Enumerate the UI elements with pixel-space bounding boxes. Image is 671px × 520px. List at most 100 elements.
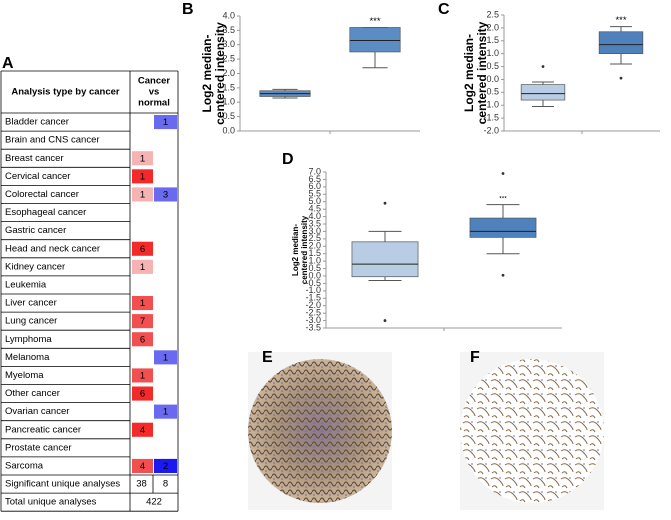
row-label: Colorectal cancer bbox=[5, 189, 79, 200]
y-tick-label: -1.0 bbox=[483, 100, 499, 110]
heat-cell bbox=[132, 332, 153, 347]
heat-cell bbox=[154, 404, 177, 419]
panel-label: A bbox=[2, 55, 14, 72]
heat-cell bbox=[154, 187, 177, 202]
y-tick-label: -0.5 bbox=[483, 87, 499, 97]
row-label: Other cancer bbox=[5, 388, 60, 399]
y-tick-label: 0.0 bbox=[308, 270, 321, 280]
heat-cell bbox=[154, 115, 177, 130]
y-tick-label: 4.5 bbox=[308, 204, 321, 214]
cell-value: 1 bbox=[163, 407, 168, 418]
y-tick-label: -2.5 bbox=[305, 308, 321, 318]
row-label: Kidney cancer bbox=[5, 261, 65, 272]
cell-value: 3 bbox=[163, 189, 168, 200]
row-label: Lung cancer bbox=[5, 316, 57, 327]
row-label: Leukemia bbox=[5, 279, 47, 290]
y-tick-label: 0.5 bbox=[486, 61, 499, 71]
y-tick-label: 3.5 bbox=[308, 218, 321, 228]
y-tick-label: 2.5 bbox=[222, 54, 235, 64]
tissue-image-e bbox=[248, 352, 392, 510]
y-tick-label: 4.0 bbox=[308, 211, 321, 221]
row-label: Significant unique analyses bbox=[5, 479, 120, 490]
cell-value: 1 bbox=[140, 189, 145, 200]
cell-value: 38 bbox=[136, 479, 147, 490]
y-tick-label: 0.0 bbox=[486, 74, 499, 84]
y-tick-label: -1.5 bbox=[305, 293, 321, 303]
row-label: Total unique analyses bbox=[5, 497, 97, 508]
y-axis-label-line: centered intensity bbox=[475, 21, 489, 124]
tissue-image-f bbox=[460, 352, 604, 510]
y-tick-label: 2.5 bbox=[486, 9, 499, 19]
y-tick-label: 1.5 bbox=[308, 248, 321, 258]
row-label: Lymphoma bbox=[5, 334, 52, 345]
y-tick-label: 1.0 bbox=[486, 48, 499, 58]
outlier bbox=[383, 201, 387, 205]
table-header: normal bbox=[138, 98, 170, 109]
cell-value: 422 bbox=[146, 497, 162, 508]
y-axis-label: Log2 median-centered intensity bbox=[291, 215, 309, 284]
panel-label: F bbox=[470, 349, 480, 366]
row-label: Brain and CNS cancer bbox=[5, 135, 100, 146]
table-header: Cancer bbox=[138, 76, 171, 87]
y-tick-label: 2.0 bbox=[222, 68, 235, 78]
cell-value: 1 bbox=[140, 370, 145, 381]
box bbox=[520, 84, 566, 101]
y-tick-label: 3.0 bbox=[308, 226, 321, 236]
y-axis-label-line: Log2 median- bbox=[200, 34, 214, 112]
heat-cell bbox=[132, 422, 153, 437]
y-axis-label-line: centered intensity bbox=[213, 22, 227, 125]
row-label: Head and neck cancer bbox=[5, 243, 100, 254]
y-tick-label: -3.0 bbox=[305, 315, 321, 325]
heat-cell bbox=[154, 458, 177, 473]
heat-cell bbox=[132, 241, 153, 256]
box bbox=[598, 31, 644, 55]
y-tick-label: 0.0 bbox=[222, 125, 235, 135]
outlier bbox=[541, 65, 545, 68]
panel-label: C bbox=[438, 1, 450, 18]
significance: *** bbox=[499, 195, 507, 202]
y-tick-label: 0.5 bbox=[308, 263, 321, 273]
row-label: Melanoma bbox=[5, 352, 50, 363]
heat-cell bbox=[132, 368, 153, 383]
cell-value: 6 bbox=[140, 244, 145, 255]
panel-label: E bbox=[262, 349, 273, 366]
row-label: Gastric cancer bbox=[5, 225, 66, 236]
heat-cell bbox=[132, 386, 153, 401]
y-axis-label-line: centered intensity bbox=[300, 215, 309, 284]
y-tick-label: 6.5 bbox=[308, 174, 321, 184]
outlier bbox=[501, 172, 505, 175]
heat-cell bbox=[132, 314, 153, 329]
y-axis-label: Log2 median-centered intensity bbox=[200, 22, 227, 125]
y-tick-label: 6.0 bbox=[308, 181, 321, 191]
heat-cell bbox=[132, 296, 153, 311]
panel-label: D bbox=[282, 151, 294, 168]
heat-cell bbox=[132, 169, 153, 184]
cell-value: 4 bbox=[140, 425, 145, 436]
panel-label: B bbox=[182, 1, 194, 18]
cell-value: 4 bbox=[140, 461, 145, 472]
y-axis-label-line: Log2 median- bbox=[291, 224, 300, 276]
row-label: Esophageal cancer bbox=[5, 207, 86, 218]
y-tick-label: 4.0 bbox=[222, 10, 235, 20]
outlier bbox=[619, 76, 623, 80]
box bbox=[351, 241, 419, 278]
row-label: Sarcoma bbox=[5, 460, 44, 471]
table-header: Analysis type by cancer bbox=[11, 87, 120, 98]
y-tick-label: 1.0 bbox=[308, 256, 321, 266]
heat-cell bbox=[154, 350, 177, 365]
y-tick-label: -3.5 bbox=[305, 322, 321, 332]
outlier bbox=[501, 273, 505, 277]
cell-value: 1 bbox=[140, 171, 145, 182]
cell-value: 1 bbox=[163, 352, 168, 363]
y-tick-label: 2.5 bbox=[308, 233, 321, 243]
y-tick-label: 5.5 bbox=[308, 189, 321, 199]
cell-value: 1 bbox=[140, 262, 145, 273]
y-tick-label: -1.5 bbox=[483, 112, 499, 122]
heat-cell bbox=[132, 259, 153, 274]
y-tick-label: 0.5 bbox=[222, 111, 235, 121]
cell-value: 7 bbox=[140, 316, 145, 327]
y-tick-label: 1.0 bbox=[222, 97, 235, 107]
y-tick-label: 2.0 bbox=[308, 241, 321, 251]
significance: *** bbox=[615, 15, 626, 26]
